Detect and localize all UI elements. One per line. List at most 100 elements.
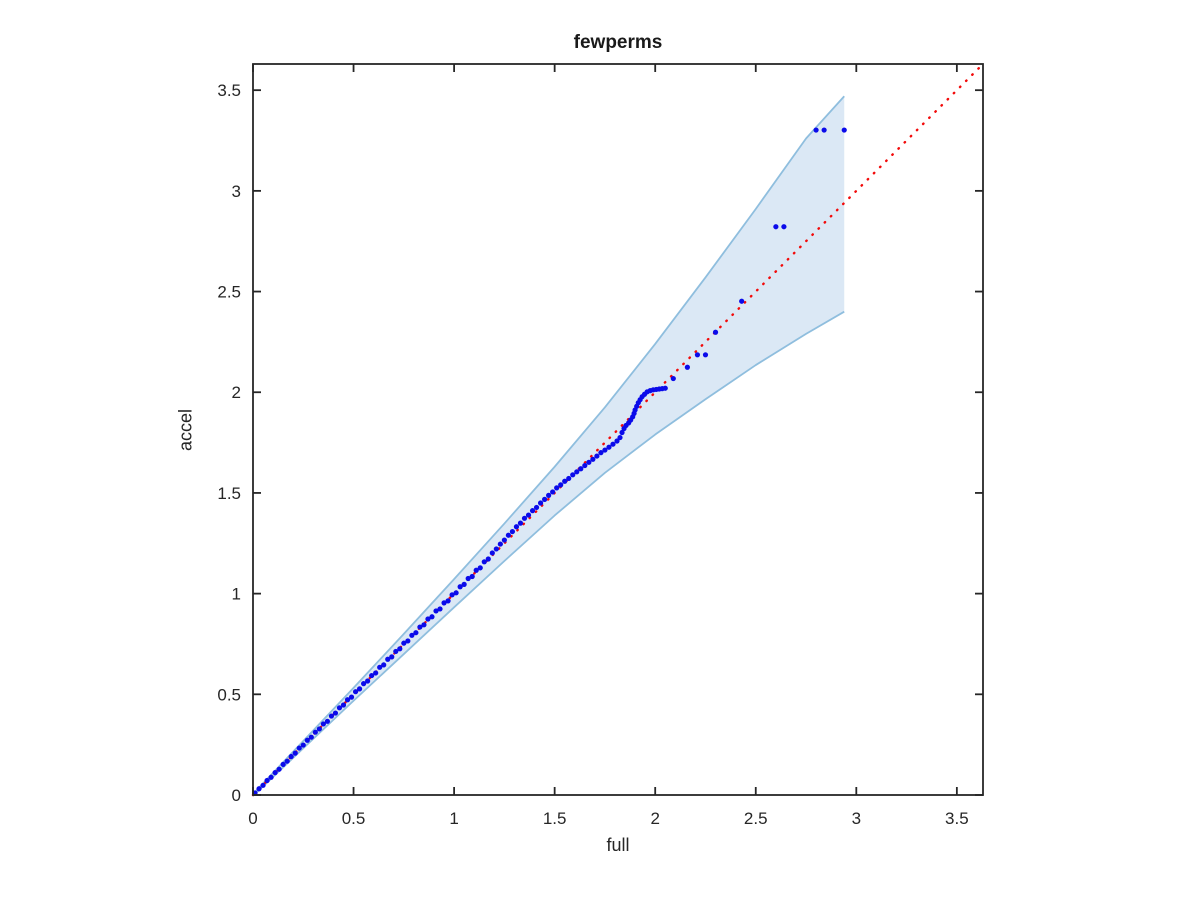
data-point: [497, 541, 503, 547]
data-point: [554, 485, 560, 491]
x-tick-label: 1.5: [543, 809, 567, 828]
data-point: [369, 672, 375, 679]
axis-ticks: [252, 64, 983, 796]
data-point: [457, 584, 463, 590]
data-point: [517, 520, 524, 526]
confidence-band: [252, 95, 845, 797]
data-point: [473, 567, 479, 573]
data-point: [533, 504, 540, 511]
data-point: [389, 654, 395, 660]
data-point: [598, 450, 604, 456]
data-point: [558, 482, 564, 488]
y-tick-label: 3: [232, 182, 241, 201]
data-point: [292, 750, 298, 756]
data-point: [489, 550, 495, 556]
data-point: [570, 472, 576, 478]
data-point: [381, 662, 387, 668]
data-point: [469, 573, 475, 580]
data-point: [409, 632, 415, 638]
x-tick-label: 3: [852, 809, 861, 828]
data-point: [619, 429, 625, 436]
data-point: [578, 466, 584, 472]
data-point: [566, 475, 572, 482]
data-point: [537, 500, 544, 506]
data-point: [485, 556, 491, 562]
data-point: [465, 575, 471, 582]
x-tick-label: 2.5: [744, 809, 768, 828]
data-point: [280, 761, 286, 767]
data-point: [477, 565, 483, 571]
data-point: [272, 770, 278, 776]
identity-line: [251, 62, 985, 797]
data-point: [501, 537, 507, 543]
data-point: [276, 766, 282, 772]
data-point: [421, 622, 427, 628]
y-tick-label: 0: [232, 786, 241, 805]
data-point: [425, 616, 431, 622]
data-point: [340, 702, 347, 708]
data-point: [684, 364, 690, 370]
y-tick-labels: 0 0.5 1 1.5 2 2.5 3 3.5: [217, 81, 241, 805]
y-tick-label: 0.5: [217, 685, 241, 704]
y-tick-label: 1.5: [217, 484, 241, 503]
data-point: [662, 385, 668, 391]
confidence-band-lower-edge: [252, 310, 845, 797]
chart-title: fewperms: [573, 32, 663, 53]
data-point: [445, 598, 451, 604]
data-point: [377, 664, 383, 670]
data-point: [429, 614, 435, 620]
data-point: [328, 713, 335, 719]
data-point: [264, 777, 270, 784]
data-point: [781, 224, 787, 230]
data-point: [284, 758, 290, 764]
data-point: [417, 624, 423, 630]
data-point: [813, 127, 819, 133]
x-tick-label: 2: [650, 809, 659, 828]
data-point: [582, 462, 588, 469]
axes-box: [252, 63, 984, 796]
identity-reference-line: [251, 62, 985, 797]
data-point: [610, 441, 616, 447]
data-point: [405, 638, 411, 644]
data-point: [614, 438, 620, 444]
data-point: [702, 352, 709, 358]
data-point: [841, 127, 847, 133]
data-point: [304, 737, 310, 743]
data-point: [509, 528, 516, 535]
data-point: [546, 492, 552, 498]
data-point: [308, 734, 314, 740]
data-point: [521, 515, 528, 521]
data-point: [300, 742, 306, 748]
data-point: [821, 127, 827, 133]
data-point: [449, 592, 455, 598]
data-point: [373, 670, 379, 676]
y-tick-label: 3.5: [217, 81, 241, 100]
data-point: [256, 786, 262, 792]
data-point: [493, 546, 499, 552]
data-point: [617, 434, 623, 441]
data-point: [739, 298, 745, 304]
data-point: [348, 694, 355, 700]
data-point: [413, 630, 419, 636]
data-point: [550, 489, 556, 495]
y-tick-label: 2: [232, 383, 241, 402]
scatter-points: [252, 127, 847, 796]
data-point: [344, 697, 351, 703]
data-point: [529, 508, 536, 514]
data-point: [296, 745, 302, 751]
y-tick-label: 2.5: [217, 283, 241, 302]
data-point: [513, 524, 520, 530]
x-axis-label: full: [606, 835, 630, 855]
x-tick-label: 3.5: [945, 809, 969, 828]
data-point: [481, 559, 487, 565]
data-point: [453, 590, 459, 596]
data-point: [562, 478, 568, 484]
data-point: [336, 705, 343, 711]
data-point: [525, 512, 532, 518]
data-point: [312, 729, 318, 735]
data-point: [324, 718, 331, 724]
data-point: [332, 710, 339, 716]
data-point: [393, 648, 399, 655]
data-point: [433, 608, 439, 614]
